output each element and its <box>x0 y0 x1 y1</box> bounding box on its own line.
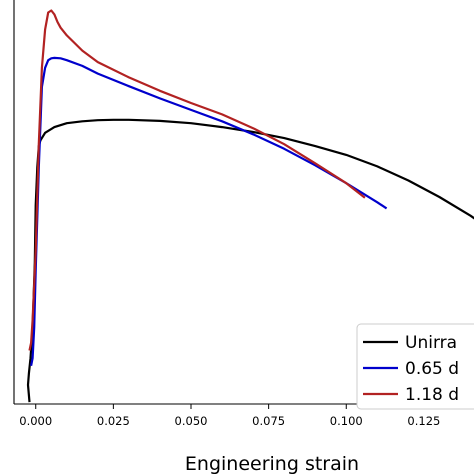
legend-label-2: 0.65 d <box>405 359 459 379</box>
series-line-3 <box>28 9 366 351</box>
x-tick-label: 0.075 <box>252 414 285 428</box>
legend: Unirra 0.65 d 1.18 d <box>356 323 474 410</box>
x-tick-label: 0.125 <box>407 414 440 428</box>
x-tick-label: 0.000 <box>19 414 52 428</box>
legend-label-3: 1.18 d <box>405 385 459 405</box>
x-axis-label: Engineering strain <box>185 453 359 474</box>
legend-box <box>356 323 474 410</box>
legend-label-1: Unirra <box>405 333 457 353</box>
x-tick-label: 0.100 <box>330 414 363 428</box>
x-tick-label: 0.025 <box>97 414 130 428</box>
x-tick-label: 0.050 <box>175 414 208 428</box>
series-layer <box>26 9 474 403</box>
